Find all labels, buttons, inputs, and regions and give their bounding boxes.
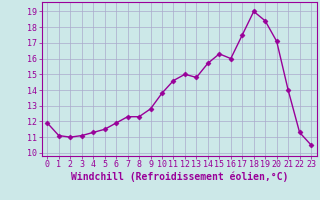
X-axis label: Windchill (Refroidissement éolien,°C): Windchill (Refroidissement éolien,°C) (70, 172, 288, 182)
